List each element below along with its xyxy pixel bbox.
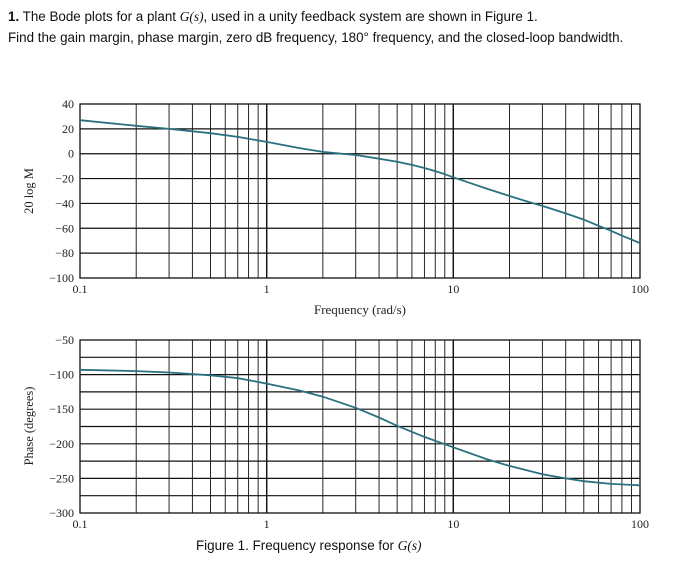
problem-number: 1. bbox=[8, 9, 20, 24]
y-tick-label: −80 bbox=[55, 246, 74, 260]
series-line bbox=[79, 368, 641, 487]
y-axis-label: Phase (degrees) bbox=[22, 387, 36, 466]
plot-frame bbox=[79, 103, 641, 279]
y-tick-label: −60 bbox=[55, 221, 74, 235]
x-tick-label: 0.1 bbox=[73, 517, 88, 531]
x-tick-label: 100 bbox=[631, 282, 649, 296]
y-tick-label: −20 bbox=[55, 172, 74, 186]
y-tick-label: −40 bbox=[55, 196, 74, 210]
problem-statement: 1. The Bode plots for a plant G(s), used… bbox=[8, 6, 668, 48]
y-tick-label: −250 bbox=[49, 471, 74, 485]
series-line bbox=[79, 119, 641, 245]
x-tick-label: 10 bbox=[447, 517, 459, 531]
caption-symbol: G bbox=[397, 538, 408, 553]
x-tick-label: 1 bbox=[264, 282, 270, 296]
y-tick-label: −150 bbox=[49, 402, 74, 416]
caption-arg: (s) bbox=[407, 538, 422, 553]
plant-symbol: G bbox=[179, 9, 190, 24]
figure-caption: Figure 1. Frequency response for G(s) bbox=[196, 538, 422, 554]
x-tick-label: 100 bbox=[631, 517, 649, 531]
plant-arg: (s) bbox=[189, 9, 204, 24]
x-tick-label: 10 bbox=[447, 282, 459, 296]
x-tick-label: 1 bbox=[264, 517, 270, 531]
y-tick-label: −100 bbox=[49, 368, 74, 382]
y-tick-label: −200 bbox=[49, 437, 74, 451]
y-tick-label: 0 bbox=[68, 147, 74, 161]
problem-text-a: The Bode plots for a plant bbox=[22, 9, 180, 24]
y-tick-label: −100 bbox=[49, 271, 74, 285]
x-tick-label: 0.1 bbox=[73, 282, 88, 296]
problem-line-2: Find the gain margin, phase margin, zero… bbox=[8, 30, 624, 45]
caption-text: Figure 1. Frequency response for bbox=[196, 538, 398, 553]
y-tick-label: 20 bbox=[62, 122, 74, 136]
y-tick-label: −50 bbox=[55, 333, 74, 347]
problem-text-b: , used in a unity feedback system are sh… bbox=[203, 9, 538, 24]
y-axis-label: 20 log M bbox=[22, 168, 36, 214]
y-tick-label: −300 bbox=[49, 506, 74, 520]
y-tick-label: 40 bbox=[62, 97, 74, 111]
problem-line-1: 1. The Bode plots for a plant G(s), used… bbox=[8, 6, 668, 27]
x-axis-label: Frequency (rad/s) bbox=[314, 302, 406, 317]
